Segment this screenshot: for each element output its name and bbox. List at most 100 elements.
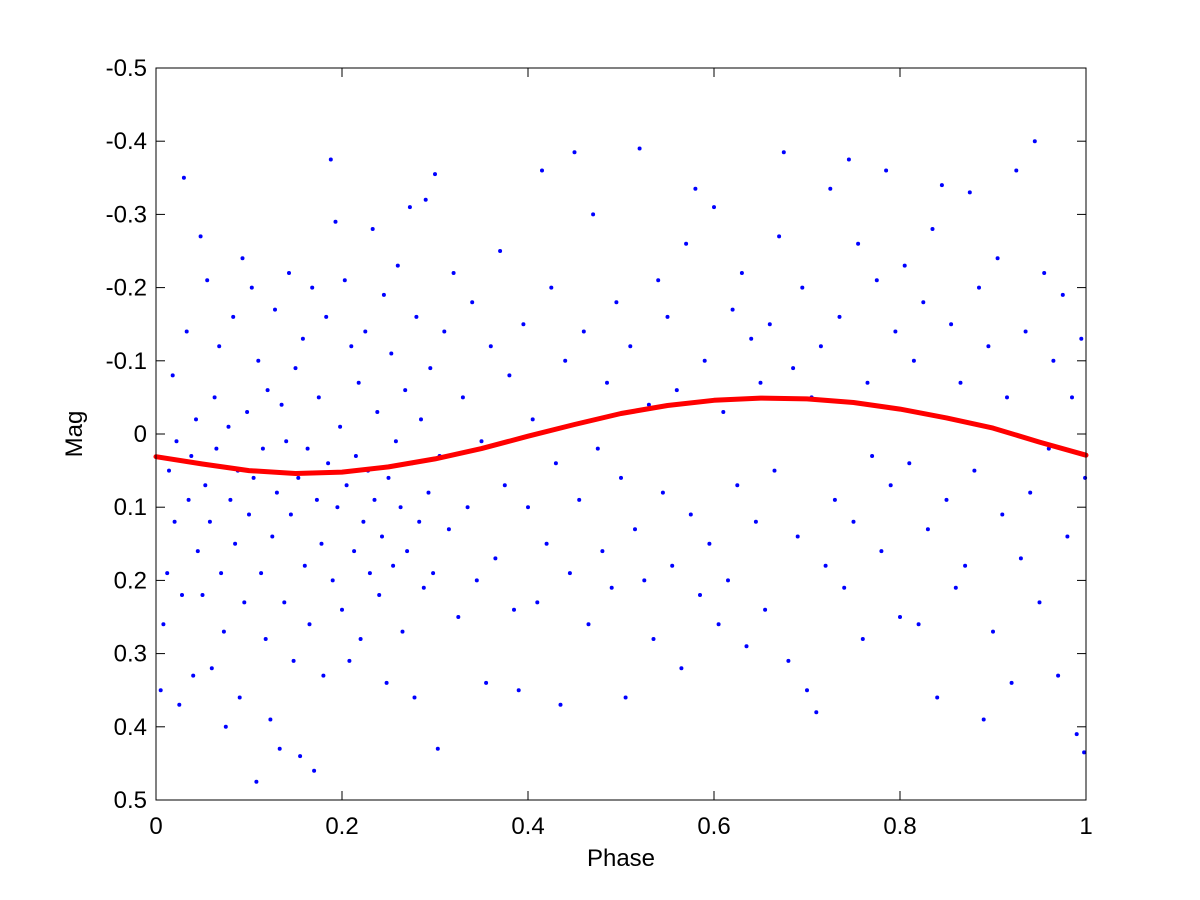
scatter-point bbox=[1042, 271, 1047, 275]
scatter-point bbox=[1051, 358, 1056, 363]
scatter-point bbox=[356, 380, 361, 385]
scatter-point bbox=[328, 157, 333, 162]
scatter-point bbox=[772, 468, 777, 473]
scatter-point bbox=[268, 717, 273, 722]
scatter-point bbox=[186, 497, 191, 502]
scatter-point bbox=[716, 622, 721, 627]
scatter-point bbox=[935, 695, 940, 700]
scatter-point bbox=[995, 256, 1000, 261]
scatter-point bbox=[591, 212, 596, 217]
scatter-point bbox=[818, 344, 823, 349]
scatter-point bbox=[581, 329, 586, 334]
scatter-point bbox=[460, 395, 465, 400]
scatter-point bbox=[412, 695, 417, 700]
scatter-point bbox=[233, 541, 238, 546]
scatter-point bbox=[646, 402, 651, 407]
scatter-point bbox=[502, 483, 507, 488]
scatter-point bbox=[259, 571, 264, 576]
scatter-point bbox=[340, 607, 344, 612]
scatter-point bbox=[400, 629, 405, 634]
scatter-point bbox=[949, 322, 954, 327]
scatter-point bbox=[749, 336, 754, 341]
scatter-point bbox=[633, 527, 637, 532]
y-tick-label: 0.4 bbox=[114, 714, 147, 741]
scatter-point bbox=[389, 351, 394, 356]
scatter-point bbox=[279, 402, 284, 407]
y-axis-ticks: -0.5 -0.4 -0.3 -0.2 -0.1 0 0.1 0.2 0.3 0.4 0.5 bbox=[106, 55, 1086, 814]
scatter-point bbox=[688, 512, 693, 517]
scatter-point bbox=[939, 183, 944, 188]
y-tick-label: -0.1 bbox=[106, 348, 147, 375]
scatter-point bbox=[237, 695, 242, 700]
scatter-point bbox=[512, 607, 516, 612]
scatter-point bbox=[981, 717, 986, 722]
scatter-point bbox=[203, 483, 208, 488]
scatter-point bbox=[851, 519, 856, 524]
scatter-point bbox=[967, 190, 972, 195]
scatter-point bbox=[642, 578, 647, 583]
scatter-point bbox=[698, 593, 702, 597]
scatter-point bbox=[398, 505, 403, 510]
scatter-point bbox=[479, 439, 484, 444]
y-tick-label: 0.5 bbox=[114, 787, 147, 814]
x-tick-label: 0 bbox=[149, 813, 162, 840]
scatter-point bbox=[274, 490, 279, 495]
x-tick-label: 0.6 bbox=[697, 813, 730, 840]
scatter-point bbox=[324, 314, 329, 319]
scatter-point bbox=[273, 307, 277, 312]
scatter-point bbox=[158, 688, 163, 693]
scatter-point bbox=[600, 549, 605, 554]
scatter-point bbox=[665, 314, 670, 319]
scatter-point bbox=[540, 168, 544, 173]
scatter-point bbox=[240, 256, 245, 261]
scatter-point bbox=[735, 483, 740, 488]
scatter-point bbox=[310, 285, 315, 290]
scatter-point bbox=[488, 344, 493, 349]
scatter-point bbox=[595, 446, 600, 451]
scatter-point bbox=[707, 541, 712, 546]
y-tick-label: -0.3 bbox=[106, 201, 147, 228]
scatter-point bbox=[470, 300, 475, 305]
scatter-point bbox=[446, 527, 451, 532]
scatter-point bbox=[314, 497, 319, 502]
scatter-point bbox=[228, 497, 233, 502]
scatter-point bbox=[884, 168, 889, 173]
scatter-point bbox=[442, 329, 447, 334]
scatter-point bbox=[284, 439, 289, 444]
scatter-point bbox=[1046, 446, 1051, 451]
scatter-point bbox=[353, 454, 358, 458]
scatter-point bbox=[549, 285, 554, 290]
scatter-point bbox=[907, 461, 912, 466]
scatter-point bbox=[198, 234, 203, 239]
scatter-point bbox=[191, 673, 196, 678]
scatter-point bbox=[888, 483, 893, 488]
scatter-point bbox=[395, 263, 400, 268]
scatter-point bbox=[433, 172, 437, 177]
scatter-point bbox=[431, 571, 436, 576]
x-tick-label: 1 bbox=[1079, 813, 1092, 840]
scatter-point bbox=[1037, 600, 1042, 605]
scatter-point bbox=[326, 461, 331, 466]
scatter-point bbox=[814, 710, 819, 715]
scatter-point bbox=[170, 373, 175, 378]
scatter-point bbox=[1018, 556, 1023, 561]
scatter-point bbox=[338, 424, 343, 429]
scatter-point bbox=[217, 344, 222, 349]
scatter-point bbox=[249, 285, 254, 290]
scatter-point bbox=[256, 358, 261, 363]
scatter-point bbox=[384, 680, 389, 685]
scatter-point bbox=[791, 366, 796, 371]
scatter-point bbox=[358, 637, 363, 641]
scatter-point bbox=[212, 395, 217, 400]
scatter-point bbox=[577, 497, 582, 502]
scatter-point bbox=[619, 475, 623, 480]
scatter-point bbox=[586, 622, 591, 627]
scatter-point bbox=[777, 234, 782, 239]
scatter-point bbox=[377, 593, 382, 597]
scatter-point bbox=[465, 505, 470, 510]
scatter-point bbox=[674, 388, 679, 393]
scatter-point bbox=[181, 175, 186, 180]
scatter-point bbox=[370, 227, 375, 231]
scatter-point bbox=[312, 768, 317, 773]
scatter-point bbox=[277, 746, 282, 751]
